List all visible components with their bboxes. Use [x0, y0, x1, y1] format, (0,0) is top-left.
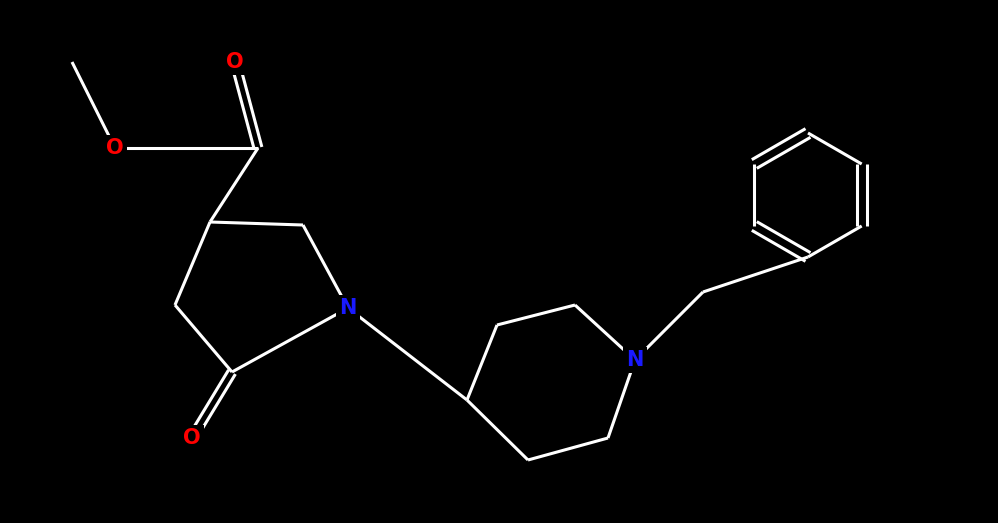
- Text: O: O: [184, 428, 201, 448]
- Text: N: N: [627, 350, 644, 370]
- Text: O: O: [227, 52, 244, 72]
- Text: O: O: [106, 138, 124, 158]
- Text: N: N: [339, 298, 356, 318]
